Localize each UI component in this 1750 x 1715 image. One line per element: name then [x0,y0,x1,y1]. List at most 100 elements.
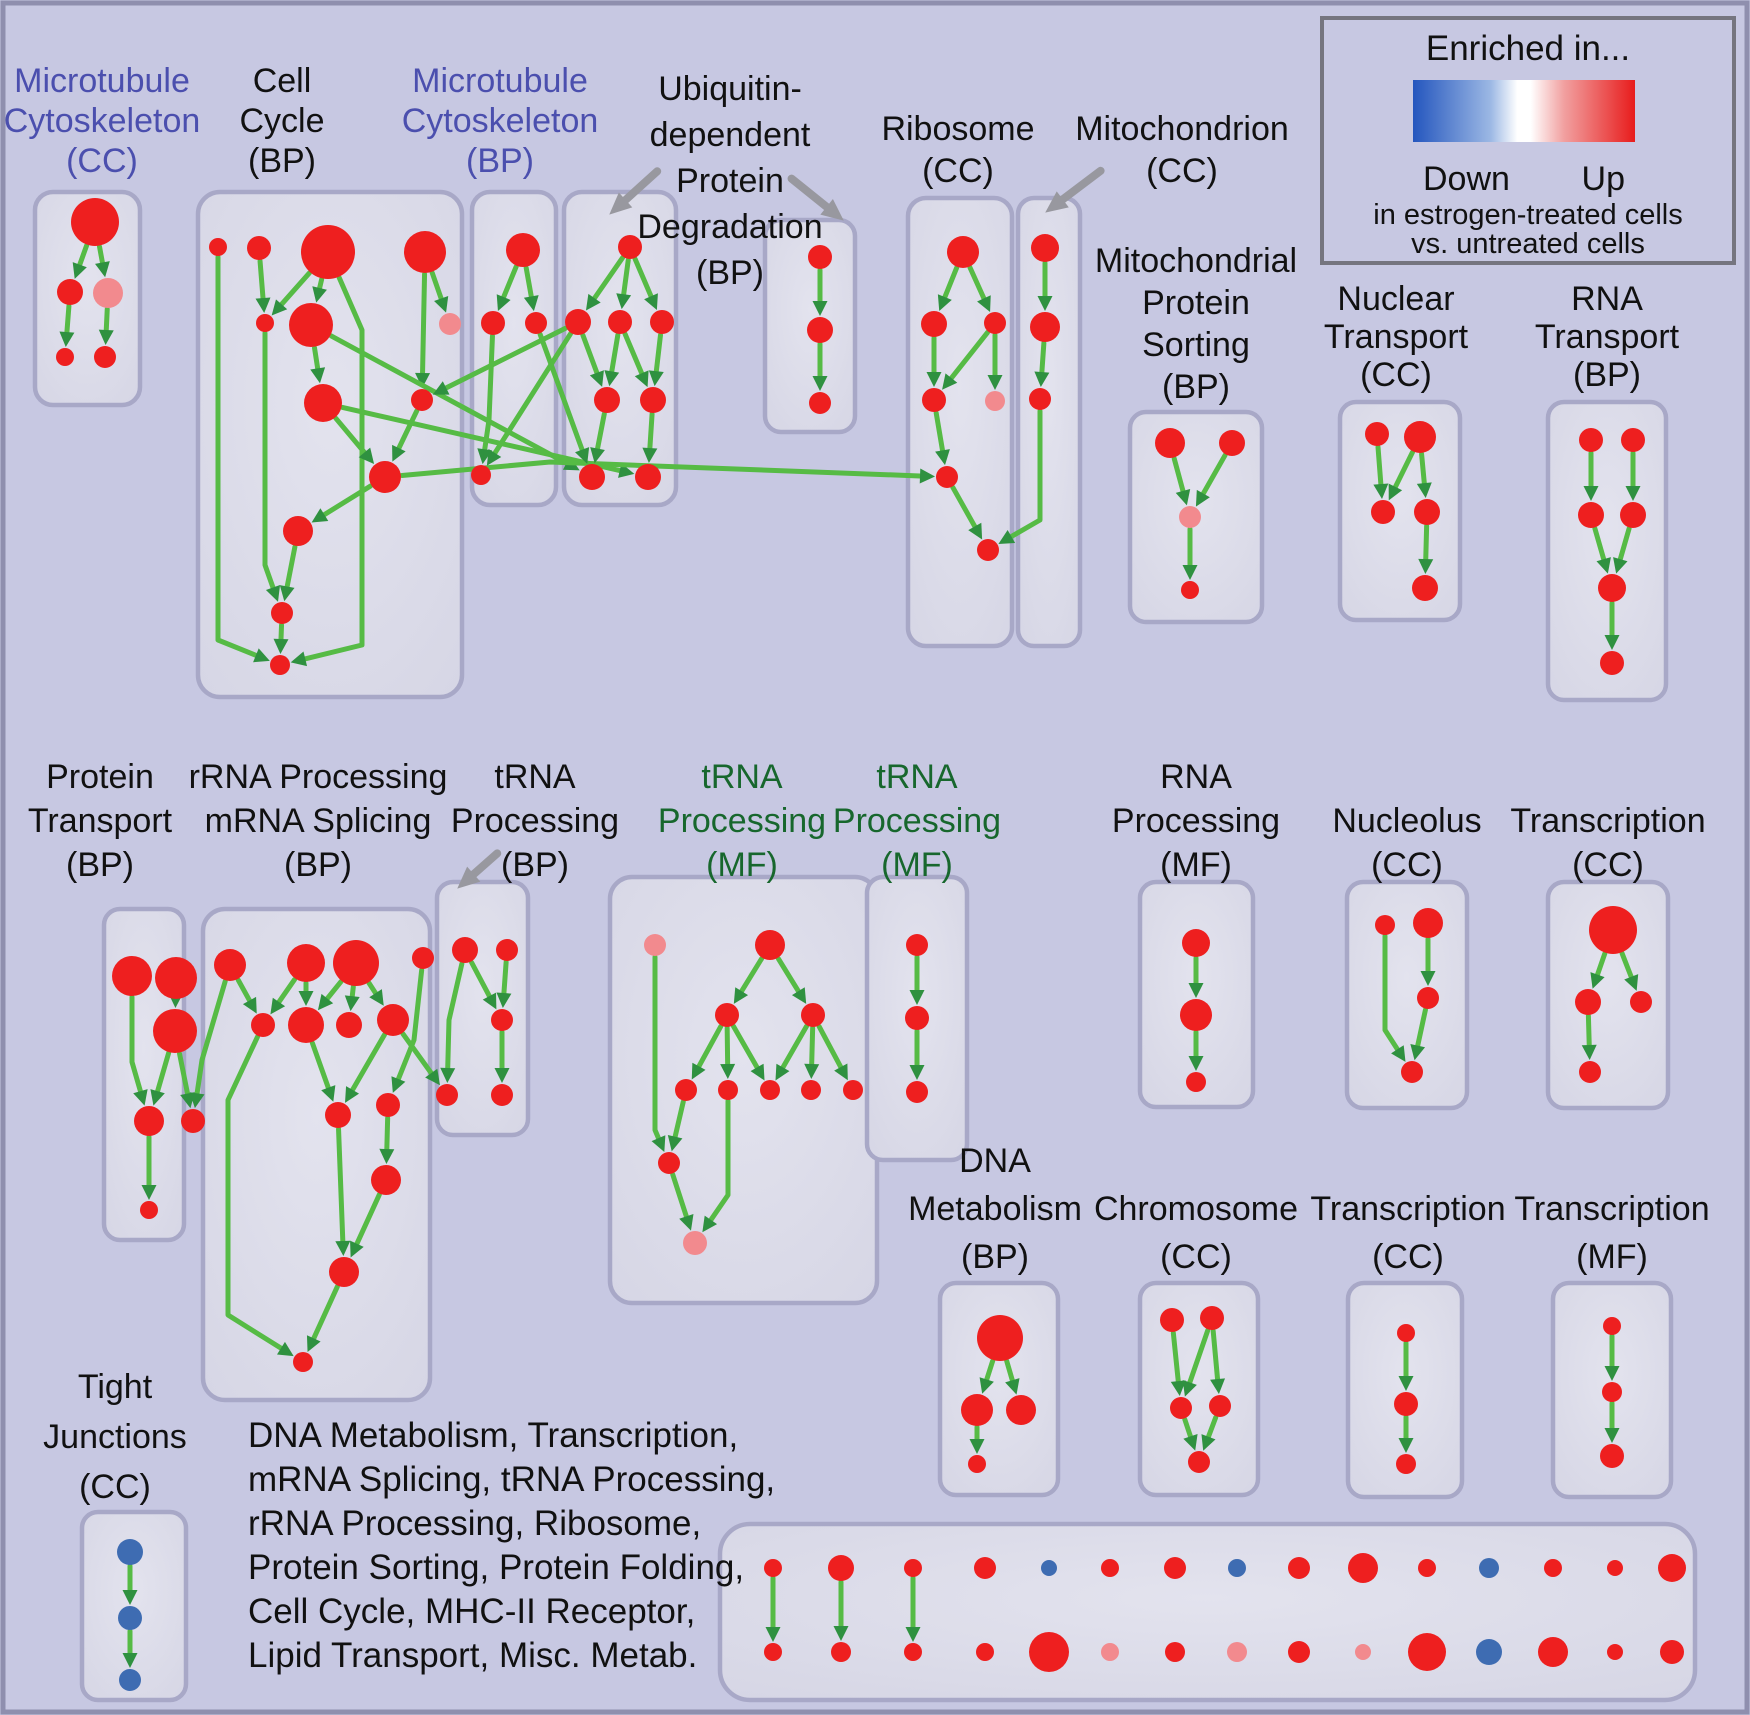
edge-v2-v3 [501,959,509,999]
go-node-m11-pink [683,1231,707,1255]
go-node-z3-red [1630,991,1652,1013]
edge-u3-u6 [622,331,646,379]
edge-o1-o4-head [1391,1045,1406,1062]
go-node-v3-red [491,1009,513,1031]
edge-b9-b10-head [392,444,406,462]
go-node-x1-red [1182,929,1210,957]
go-node-i3-red [1371,500,1395,524]
edge-i4-i5 [1423,523,1430,565]
strip-node-top-5-blue [1041,1560,1057,1576]
edge-m4-m9-head [834,1063,848,1081]
go-node-d3-red [1006,1395,1036,1425]
label-protein-transport-bp: Protein Transport (BP) [28,758,173,884]
ubiquitin-right-pointer-head [820,199,844,221]
edge-k3-k5-head [1183,1434,1198,1451]
edge-tj2-tj3-head [122,1653,138,1668]
edge-m2-m3-head [733,987,749,1004]
edge-j1-j3-head [1583,486,1599,501]
edge-m1-m10 [652,954,663,1144]
edge-r1-r3-head [977,295,991,313]
edge-q3-q7-head [344,995,360,1012]
strip-node-bottom-4-red [976,1643,994,1661]
legend-down-label: Down [1423,160,1510,198]
go-node-r2-red [921,311,947,337]
edge-q3-q6-head [317,993,334,1011]
edge-d1-d2-head [979,1377,994,1394]
strip-node-top-4-red [974,1557,996,1579]
edge-m3-m5-head [691,1062,706,1080]
go-node-o1-red [1375,915,1395,935]
group-box-transcription-cc-1 [1545,879,1671,1111]
label-ribosome-cc: Ribosome (CC) [881,110,1034,190]
edge-b11-b12 [284,544,298,592]
edge-tj1-tj2-head [122,1590,138,1605]
go-node-i1-red [1365,422,1389,446]
label-chromosome-cc: Chromosome (CC) [1094,1190,1298,1276]
go-node-r5-pink [985,391,1005,411]
legend-subtitle-2: vs. untreated cells [1411,228,1645,260]
strip-node-bottom-3-red [904,1643,922,1661]
go-node-j3-red [1578,502,1604,528]
go-node-t2-red [1602,1382,1622,1402]
strip-edge-0-head [765,1627,781,1642]
node-layer [56,198,1652,1691]
go-node-u6-red [640,387,666,413]
legend-box [1320,16,1736,265]
go-node-p2-red [155,957,197,999]
go-node-t1-red [1603,1317,1621,1335]
go-node-tj2-blue [118,1606,142,1630]
edge-z1-z2 [1594,951,1608,980]
go-node-z4-red [1579,1061,1601,1083]
group-box-nucleolus-cc [1344,879,1470,1111]
edge-q8-q9-head [345,1086,360,1103]
label-mitochondrion-cc: Mitochondrion (CC) [1075,110,1289,190]
go-node-b6-red [289,303,333,347]
go-node-q3-red [333,940,379,986]
group-box-microtubule-cytoskeleton-bp [469,189,559,508]
edge-m10-m11-head [679,1214,694,1231]
strip-node-top-1-red [764,1559,782,1577]
edge-z1-z3-head [1624,974,1639,991]
edge-j3-j5-head [1596,557,1611,574]
go-node-d4-red [968,1455,986,1473]
label-transcription-cc-2: Transcription (CC) [1310,1190,1505,1276]
strip-node-bottom-7-red [1165,1642,1185,1662]
edge-e1-e2-head [812,301,828,316]
edge-q12-q13-head [306,1335,321,1352]
strip-node-top-9-red [1288,1557,1310,1579]
edge-b3-b13 [299,275,365,663]
edge-r1-r2 [941,265,960,303]
label-rrna-processing-mrna-splicing-bp: rRNA Processing mRNA Splicing (BP) [189,758,448,884]
edge-j2-j4-head [1625,486,1641,501]
go-node-r4-red [922,388,946,412]
strip-node-bottom-10-pink [1355,1644,1371,1660]
edge-b5-b12 [262,330,277,593]
go-node-m1-pink [644,934,666,956]
go-node-d1-red [977,1315,1023,1361]
edge-q5-q13-head [276,1341,294,1357]
go-node-j2-red [1621,428,1645,452]
edge-u2-u5-head [589,370,604,387]
go-node-b12-red [271,602,293,624]
go-node-u4-red [650,310,674,334]
edge-q1-q5-head [242,996,257,1014]
edge-q9-q12-head [335,1240,351,1257]
edge-q6-q9-head [321,1085,336,1102]
go-node-r6-red [936,466,958,488]
edge-q10-q11-head [379,1148,395,1165]
legend-title: Enriched in... [1426,29,1630,68]
label-tight-junctions-cc: Tight Junctions (CC) [43,1368,187,1506]
edge-m3-m7 [730,1023,762,1073]
edge-r6-r7 [950,484,979,532]
edge-k4-k5-head [1201,1434,1216,1451]
edge-p1-p4-head [133,1089,148,1106]
go-node-v5-red [491,1084,513,1106]
edge-g3-r7 [1006,408,1043,541]
edge-u5-u7 [594,411,607,454]
edge-b6-b8-head [310,367,326,384]
go-node-u7-red [579,464,605,490]
go-node-e1-red [808,245,832,269]
edge-u6-u8 [647,411,655,454]
edge-t1-t2-head [1604,1366,1620,1381]
edge-m2-m4-head [791,987,807,1004]
